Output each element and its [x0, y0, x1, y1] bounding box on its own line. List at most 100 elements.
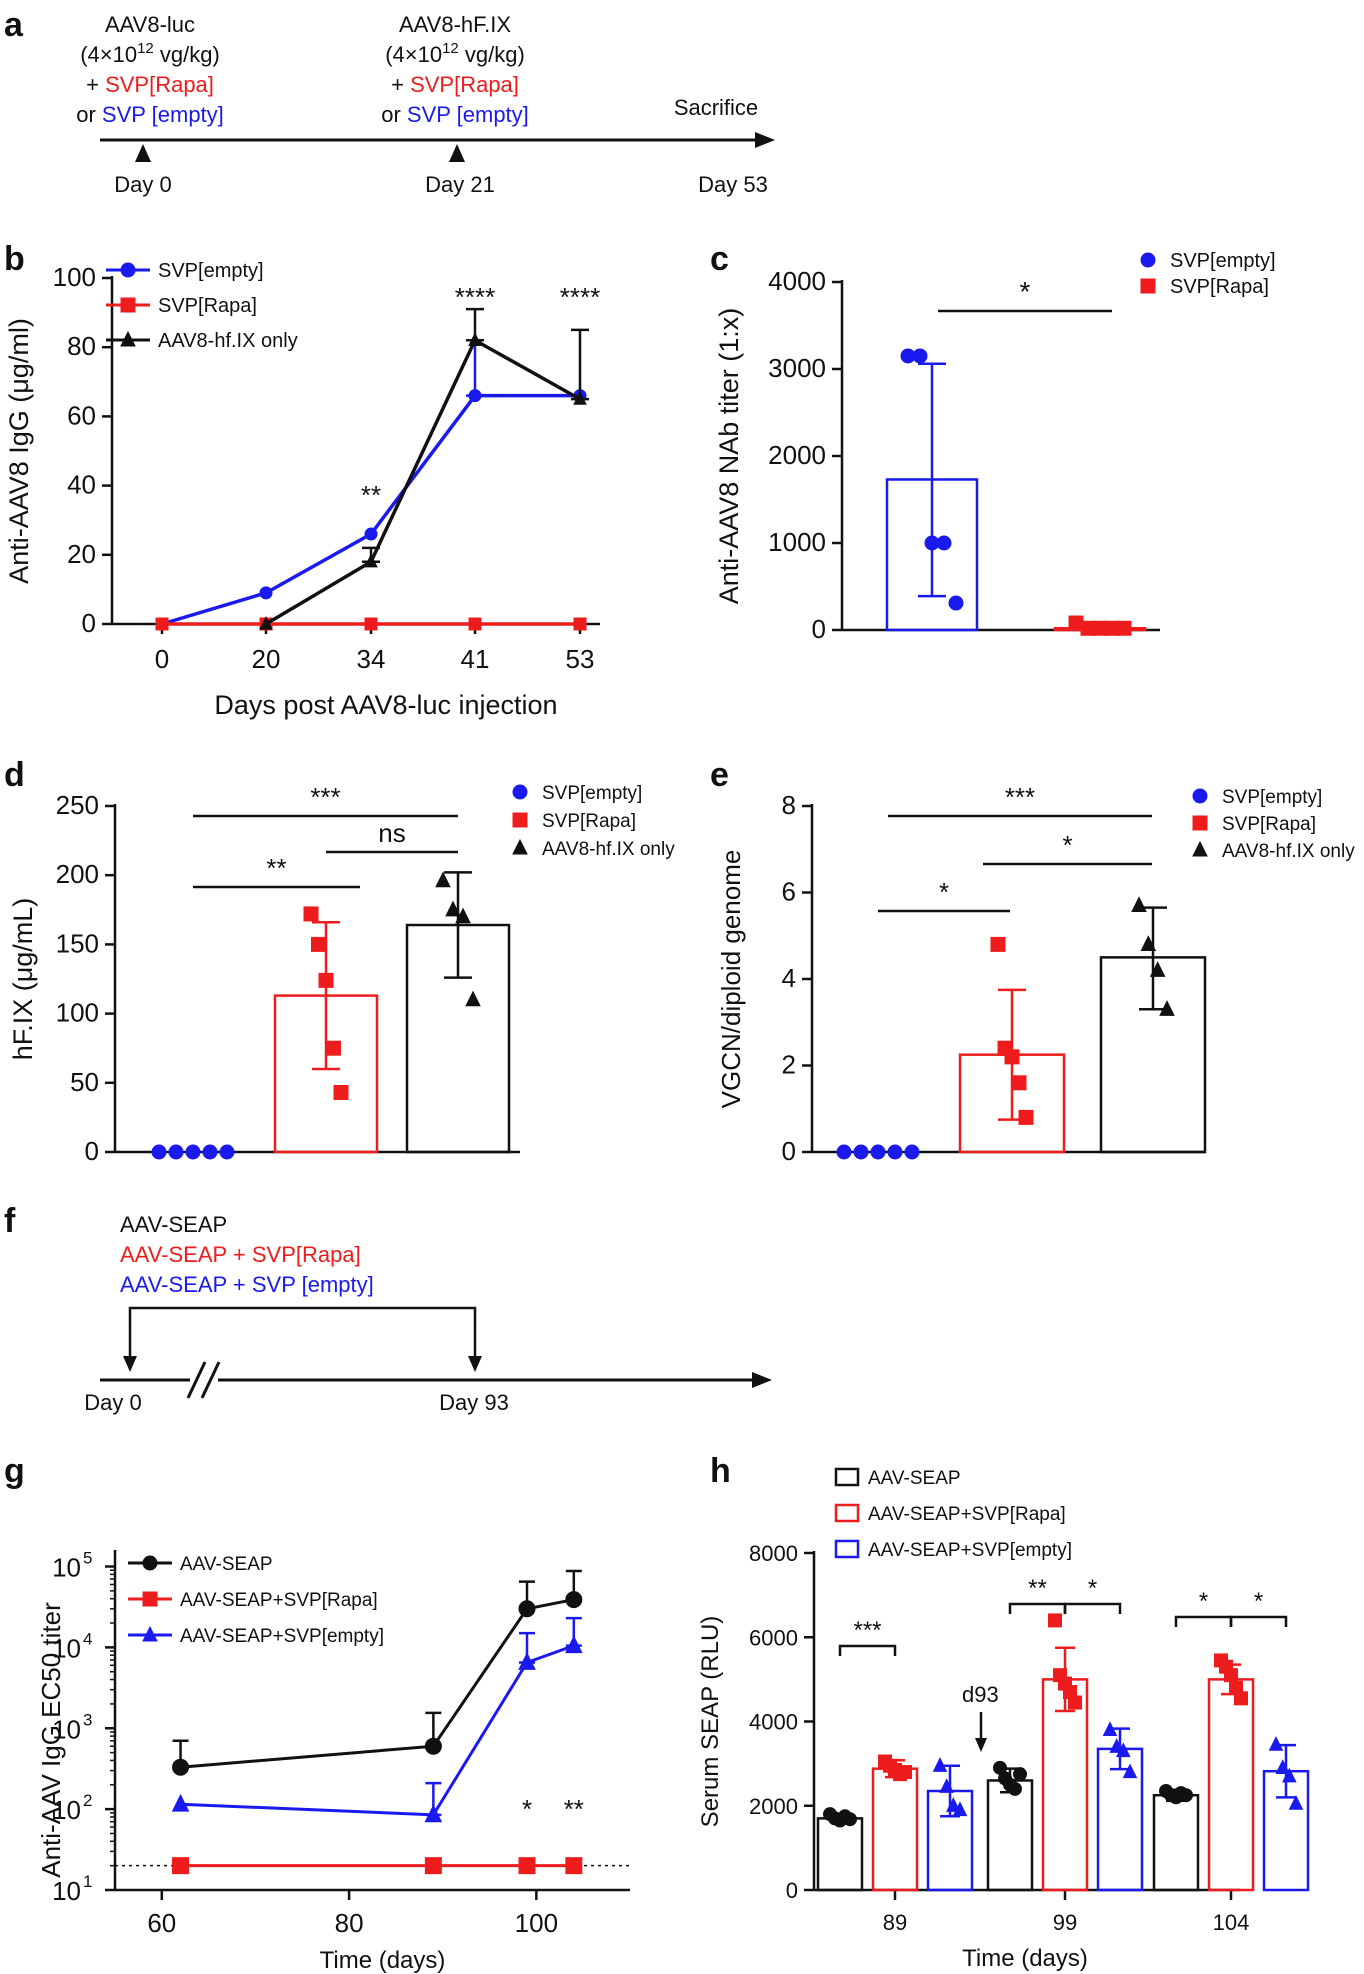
- b-legend-marker: [120, 262, 136, 278]
- g-y-tick-exponent: 3: [83, 1710, 92, 1729]
- d-data-point: [185, 1144, 201, 1160]
- d-data-point: [465, 990, 481, 1007]
- g-data-point: [171, 1793, 190, 1812]
- day0-label: Day 0: [114, 172, 171, 197]
- panel-c-nab-bar-chart: 0 1000 2000 3000 4000 Anti-AAV8 NAb titer (1:…: [714, 250, 1276, 644]
- b-y-tick-label: 0: [82, 608, 96, 638]
- g-data-point: [518, 1600, 536, 1618]
- h-x-tick-label: 89: [883, 1910, 907, 1935]
- c-y-tick-label: 1000: [768, 527, 826, 557]
- e-legend-marker: [1192, 788, 1208, 804]
- h-significance-label: **: [1028, 1575, 1047, 1602]
- panel-h-seap-bar-chart: 0 2000 4000 6000 8000 Serum SEAP (RLU) Time (d…: [697, 1467, 1310, 1972]
- h-legend-label: AAV-SEAP+SVP[empty]: [868, 1540, 1072, 1561]
- b-legend-label: SVP[Rapa]: [158, 295, 257, 317]
- e-significance-label: *: [1062, 830, 1072, 860]
- h-data-point: [1048, 1613, 1062, 1628]
- panel-f-timeline: AAV-SEAP AAV-SEAP + SVP[Rapa] AAV-SEAP +…: [84, 1212, 772, 1415]
- c-legend-label: SVP[Rapa]: [1170, 276, 1269, 298]
- e-data-point: [990, 936, 1006, 952]
- h-data-point: [1013, 1767, 1027, 1782]
- g-y-axis-title: Anti-AAV IgG EC50 titer: [36, 1602, 66, 1878]
- h-y-tick-label: 2000: [749, 1794, 798, 1819]
- g-legend-label: AAV-SEAP+SVP[Rapa]: [180, 1590, 378, 1611]
- d-data-point: [303, 906, 319, 922]
- f-axis-break-2: [200, 1361, 221, 1399]
- g-x-axis-title: Time (days): [320, 1947, 446, 1974]
- g-legend-marker: [142, 1625, 158, 1642]
- e-data-point: [1018, 1109, 1034, 1125]
- b-data-point: [573, 391, 587, 405]
- d-significance-label: **: [266, 853, 286, 883]
- c-data-point: [936, 535, 952, 551]
- b-data-point: [259, 586, 273, 600]
- c-legend-marker: [1140, 278, 1156, 294]
- c-data-point: [912, 348, 928, 364]
- dose2-line3: + SVP[Rapa]: [391, 72, 519, 97]
- f-day0-label: Day 0: [84, 1390, 141, 1415]
- h-y-axis-title: Serum SEAP (RLU): [697, 1616, 724, 1828]
- e-y-tick-label: 8: [782, 790, 796, 820]
- c-y-tick-label: 4000: [768, 266, 826, 296]
- e-legend-label: SVP[Rapa]: [1222, 814, 1316, 835]
- dose2-line2: (4×1012 vg/kg): [385, 40, 525, 67]
- g-series-line-AAV-SEAP: [180, 1598, 575, 1769]
- g-x-tick-label: 60: [147, 1908, 176, 1938]
- c-y-tick-label: 3000: [768, 353, 826, 383]
- g-y-tick-exponent: 5: [83, 1549, 92, 1568]
- d-data-point: [219, 1144, 235, 1160]
- g-y-tick-exponent: 1: [83, 1872, 92, 1891]
- f-arrowhead-day0: [123, 1356, 137, 1372]
- panel-d-hfix-bar-chart: 0 50 100 150 200 250 hF.IX (μg/mL) *** ns ** SVP[e…: [8, 782, 675, 1166]
- b-y-tick-label: 100: [53, 262, 96, 292]
- b-data-point: [468, 389, 482, 403]
- d-legend-marker: [512, 812, 528, 828]
- d93-annotation: d93: [962, 1682, 999, 1707]
- h-data-point: [898, 1765, 912, 1780]
- g-y-tick-label: 10: [52, 1876, 81, 1906]
- day53-label: Day 53: [698, 172, 768, 197]
- b-significance-label: **: [361, 480, 381, 510]
- c-legend-marker: [1140, 252, 1156, 268]
- d-data-point: [311, 936, 326, 952]
- h-bar-AAV-SEAP+SVP[Rapa]: [871, 1767, 919, 1892]
- h-data-point: [1275, 1759, 1290, 1774]
- d-legend-label: SVP[empty]: [542, 783, 642, 804]
- day0-marker: [135, 144, 151, 162]
- g-y-tick-exponent: 2: [83, 1791, 92, 1810]
- c-significance-label: *: [1020, 276, 1031, 307]
- panel-letter-a: a: [4, 6, 24, 44]
- c-y-axis-title: Anti-AAV8 NAb titer (1:x): [714, 308, 744, 605]
- b-legend-marker: [120, 297, 136, 313]
- f-line1: AAV-SEAP: [120, 1212, 227, 1237]
- d-y-tick-label: 50: [70, 1067, 99, 1097]
- d-significance-label: ns: [378, 818, 405, 848]
- b-data-point: [364, 527, 378, 541]
- f-bracket: [128, 1306, 477, 1325]
- e-y-axis-title: VGCN/diploid genome: [716, 850, 746, 1109]
- h-comparison-bracket: [1229, 1615, 1288, 1627]
- b-y-axis-title: Anti-AAV8 IgG (μg/ml): [4, 318, 34, 584]
- h-bar-AAV-SEAP: [1152, 1793, 1200, 1892]
- h-significance-label: *: [1088, 1575, 1097, 1602]
- b-data-point: [468, 617, 482, 631]
- h-legend-swatch: [834, 1467, 860, 1487]
- g-y-tick-label: 10: [52, 1795, 81, 1825]
- g-significance-label: **: [564, 1794, 584, 1824]
- d-data-point: [435, 871, 451, 888]
- c-legend-label: SVP[empty]: [1170, 250, 1276, 272]
- b-legend-label: SVP[empty]: [158, 260, 264, 282]
- f-axis-break-1: [186, 1361, 207, 1399]
- g-legend-label: AAV-SEAP: [180, 1554, 273, 1575]
- h-data-point: [1234, 1691, 1248, 1706]
- b-x-tick-label: 41: [461, 644, 490, 674]
- d-data-point: [168, 1144, 184, 1160]
- panel-letter-e: e: [710, 756, 729, 794]
- e-data-point: [870, 1144, 886, 1160]
- h-y-tick-label: 6000: [749, 1625, 798, 1650]
- g-data-point: [518, 1652, 536, 1670]
- panel-a-timeline: AAV8-luc (4×1012 vg/kg) + SVP[Rapa] or S…: [76, 12, 775, 197]
- h-data-point: [946, 1797, 961, 1812]
- panel-letter-b: b: [4, 240, 25, 278]
